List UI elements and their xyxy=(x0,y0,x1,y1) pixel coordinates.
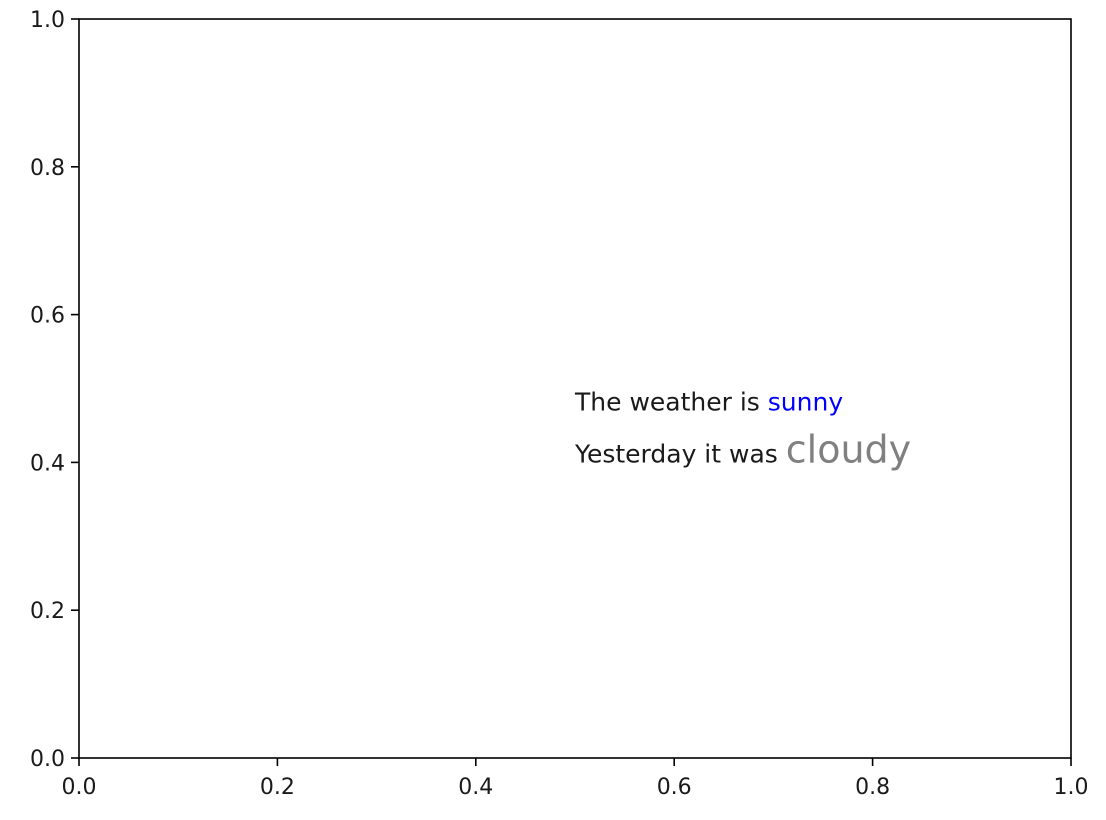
y-tick-label: 0.2 xyxy=(30,599,65,624)
x-tick-label: 0.2 xyxy=(260,775,295,800)
x-axis-ticks: 0.0 0.2 0.4 0.6 0.8 1.0 xyxy=(62,758,1089,800)
annotation-text: The weather is sunny xyxy=(574,388,843,417)
y-tick-label: 0.8 xyxy=(30,156,65,181)
annotations: The weather is sunny Yesterday it was clo… xyxy=(574,388,911,472)
y-tick-label: 0.6 xyxy=(30,304,65,329)
x-tick-label: 1.0 xyxy=(1054,775,1089,800)
x-tick-label: 0.8 xyxy=(855,775,890,800)
x-tick-label: 0.6 xyxy=(657,775,692,800)
annotation-part: The weather is xyxy=(574,388,768,417)
y-tick-label: 0.0 xyxy=(30,747,65,772)
x-tick-label: 0.4 xyxy=(458,775,493,800)
annotation-part: cloudy xyxy=(786,427,911,471)
y-tick-label: 0.4 xyxy=(30,451,65,476)
x-tick-label: 0.0 xyxy=(62,775,97,800)
annotation-part: sunny xyxy=(768,388,844,417)
annotation-part: Yesterday it was xyxy=(574,439,786,468)
annotation-text: Yesterday it was cloudy xyxy=(574,427,911,471)
y-axis-ticks: 0.0 0.2 0.4 0.6 0.8 1.0 xyxy=(30,8,79,772)
y-tick-label: 1.0 xyxy=(30,8,65,33)
plot-frame xyxy=(78,18,1072,759)
